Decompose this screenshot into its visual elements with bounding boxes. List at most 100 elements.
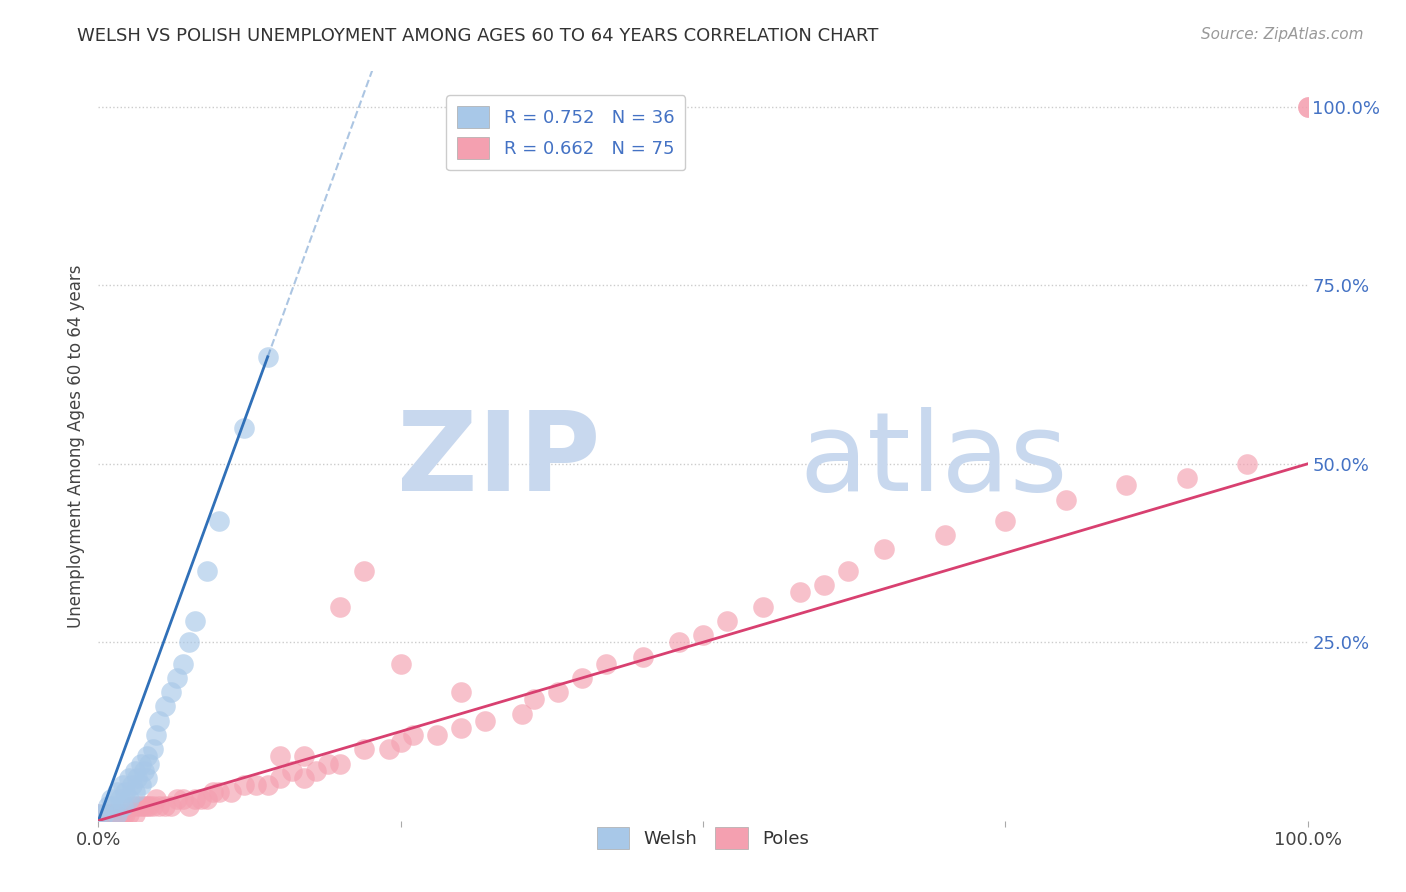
- Point: [134, 799, 156, 814]
- Point: [124, 806, 146, 821]
- Point: [179, 635, 201, 649]
- Point: [402, 728, 425, 742]
- Point: [118, 806, 141, 821]
- Point: [269, 771, 291, 785]
- Point: [118, 792, 141, 806]
- Point: [873, 542, 896, 557]
- Point: [232, 421, 254, 435]
- Point: [631, 649, 654, 664]
- Point: [153, 799, 176, 814]
- Point: [232, 778, 254, 792]
- Point: [153, 699, 176, 714]
- Point: [353, 564, 375, 578]
- Point: [101, 806, 124, 821]
- Point: [111, 799, 134, 814]
- Point: [353, 742, 375, 756]
- Point: [135, 749, 157, 764]
- Point: [269, 749, 291, 764]
- Point: [190, 792, 212, 806]
- Point: [124, 785, 146, 799]
- Point: [114, 785, 136, 799]
- Point: [148, 799, 170, 814]
- Y-axis label: Unemployment Among Ages 60 to 64 years: Unemployment Among Ages 60 to 64 years: [66, 264, 84, 628]
- Point: [281, 764, 304, 778]
- Point: [474, 714, 496, 728]
- Point: [179, 799, 201, 814]
- Point: [523, 692, 546, 706]
- Point: [160, 799, 183, 814]
- Point: [389, 657, 412, 671]
- Point: [172, 657, 194, 671]
- Point: [1175, 471, 1198, 485]
- Point: [93, 806, 115, 821]
- Point: [100, 806, 122, 821]
- Point: [135, 799, 157, 814]
- Point: [93, 806, 115, 821]
- Text: ZIP: ZIP: [396, 408, 600, 515]
- Point: [1115, 478, 1137, 492]
- Point: [166, 671, 188, 685]
- Point: [752, 599, 775, 614]
- Point: [1296, 100, 1319, 114]
- Point: [121, 799, 143, 814]
- Point: [105, 785, 128, 799]
- Point: [305, 764, 328, 778]
- Text: Source: ZipAtlas.com: Source: ZipAtlas.com: [1201, 27, 1364, 42]
- Point: [547, 685, 569, 699]
- Point: [208, 514, 231, 528]
- Point: [221, 785, 243, 799]
- Point: [87, 806, 110, 821]
- Point: [510, 706, 533, 721]
- Point: [124, 764, 146, 778]
- Point: [934, 528, 956, 542]
- Point: [184, 792, 207, 806]
- Point: [105, 806, 128, 821]
- Point: [1296, 100, 1319, 114]
- Point: [97, 806, 120, 821]
- Point: [121, 778, 143, 792]
- Point: [292, 771, 315, 785]
- Point: [129, 778, 152, 792]
- Point: [100, 792, 122, 806]
- Text: WELSH VS POLISH UNEMPLOYMENT AMONG AGES 60 TO 64 YEARS CORRELATION CHART: WELSH VS POLISH UNEMPLOYMENT AMONG AGES …: [77, 27, 879, 45]
- Point: [450, 721, 472, 735]
- Point: [668, 635, 690, 649]
- Point: [135, 771, 157, 785]
- Point: [256, 778, 278, 792]
- Point: [134, 764, 156, 778]
- Point: [571, 671, 593, 685]
- Point: [87, 806, 110, 821]
- Point: [160, 685, 183, 699]
- Point: [145, 728, 167, 742]
- Point: [450, 685, 472, 699]
- Point: [142, 799, 165, 814]
- Point: [692, 628, 714, 642]
- Point: [145, 792, 167, 806]
- Point: [108, 806, 131, 821]
- Text: atlas: atlas: [800, 408, 1069, 515]
- Point: [789, 585, 811, 599]
- Point: [195, 564, 218, 578]
- Point: [138, 756, 160, 771]
- Legend: Welsh, Poles: Welsh, Poles: [589, 820, 817, 856]
- Point: [1236, 457, 1258, 471]
- Point: [108, 792, 131, 806]
- Point: [127, 799, 149, 814]
- Point: [111, 806, 134, 821]
- Point: [101, 799, 124, 814]
- Point: [994, 514, 1017, 528]
- Point: [138, 799, 160, 814]
- Point: [184, 614, 207, 628]
- Point: [166, 792, 188, 806]
- Point: [142, 742, 165, 756]
- Point: [292, 749, 315, 764]
- Point: [595, 657, 617, 671]
- Point: [716, 614, 738, 628]
- Point: [813, 578, 835, 592]
- Point: [377, 742, 399, 756]
- Point: [114, 806, 136, 821]
- Point: [118, 771, 141, 785]
- Point: [316, 756, 339, 771]
- Point: [97, 799, 120, 814]
- Point: [105, 806, 128, 821]
